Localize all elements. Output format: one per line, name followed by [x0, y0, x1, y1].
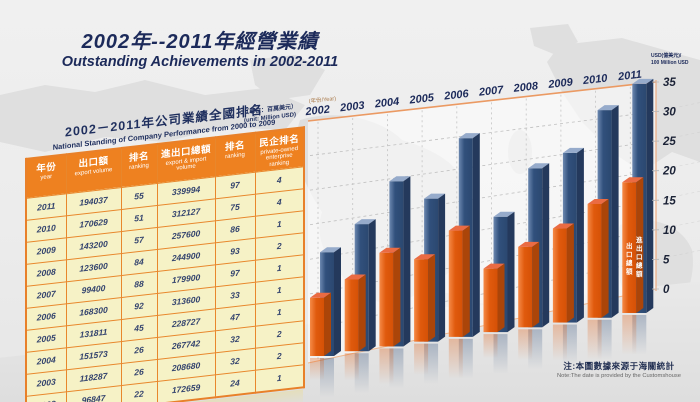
page-title-en: Outstanding Achievements in 2002-2011 [61, 54, 339, 70]
bar-reflection [518, 329, 533, 360]
bar-group-2005 [414, 193, 446, 384]
bar-group-2011 [622, 78, 654, 355]
bar-front [379, 252, 394, 347]
y-tick-label: 30 [663, 107, 676, 119]
source-note-zh: 注:本圖數據來源于海關統計 [563, 361, 675, 371]
gridline [309, 170, 657, 226]
bar-side [636, 177, 644, 313]
gridline [309, 229, 657, 295]
bar-reflection [448, 338, 463, 379]
y-tick-label: 35 [663, 77, 676, 89]
bar-front [518, 246, 533, 328]
bar-side [611, 105, 619, 318]
bar-reflection [344, 353, 359, 381]
y-tick-label: 10 [663, 225, 676, 237]
bar-side [438, 193, 446, 342]
gridline [309, 140, 657, 191]
year-label: 2004 [373, 96, 400, 111]
bar-side [497, 263, 505, 333]
bar-group-2004 [379, 176, 411, 389]
column-header: 年份 year [26, 154, 66, 199]
bar-front [344, 279, 359, 352]
year-label: 2010 [581, 72, 609, 87]
bar-front [622, 182, 637, 313]
bar-reflection [552, 324, 567, 361]
year-label: 2007 [477, 84, 505, 99]
x-axis-unit-label: (年份/Year) [308, 94, 336, 105]
series-label-export: 出口總額 [625, 241, 633, 276]
bar-side [507, 211, 515, 333]
bar-side [462, 225, 470, 337]
bar-reflection [622, 314, 637, 355]
y-axis-unit-line2: 100 Million USD [651, 60, 689, 66]
bar-side [403, 176, 411, 347]
bar-group-2008 [518, 163, 550, 370]
year-label: 2006 [443, 88, 471, 103]
bar-side [393, 247, 401, 347]
page-title-zh: 2002年--2011年經營業績 [81, 31, 319, 53]
series-label-total: 進出口總額 [635, 235, 643, 278]
table-cell: 22 [121, 381, 157, 402]
bar-group-2003 [344, 219, 376, 394]
bar-group-2009 [552, 147, 584, 365]
bar-side [428, 254, 436, 342]
page-title: 2002年--2011年經營業績 Outstanding Achievement… [15, 25, 385, 70]
bar-side [324, 292, 331, 356]
bar-reflection [483, 334, 498, 359]
source-note-en: Note:The date is provided by the Customs… [556, 373, 682, 379]
year-label: 2005 [408, 92, 436, 107]
year-label: 2009 [547, 76, 575, 91]
bar-group-2010 [587, 105, 619, 360]
bar-side [472, 133, 480, 337]
year-label: 2011 [617, 69, 643, 84]
year-axis-line [307, 81, 657, 122]
year-label: 2008 [512, 80, 540, 95]
y-tick-label: 0 [663, 284, 670, 296]
bar-front [448, 230, 463, 337]
bar-reflection [379, 348, 394, 385]
y-tick-label: 20 [662, 166, 676, 178]
bar-side [646, 78, 654, 313]
bar-side [542, 163, 550, 328]
year-label: 2002 [304, 104, 331, 119]
bar-side [334, 247, 341, 356]
bar-group-2007 [483, 211, 515, 375]
y-tick-label: 25 [662, 136, 676, 148]
column-header: 排名 ranking [215, 132, 255, 177]
source-note: 注:本圖數據來源于海關統計 Note:The date is provided … [533, 360, 700, 379]
bar-side [358, 274, 366, 352]
column-header: 排名 ranking [121, 143, 157, 188]
bar-reflection [587, 319, 602, 360]
bar-front [483, 268, 498, 333]
bar-reflection [414, 343, 429, 375]
bar-front [552, 228, 567, 323]
gridline [309, 199, 657, 260]
column-header: 民企排名 private-owned enterprise ranking [255, 127, 304, 173]
bar-front [587, 203, 602, 318]
column-header: 進出口總額 export & import volume [157, 137, 215, 184]
bar-side [566, 223, 574, 323]
performance-table: 年份 year 出口額 export volume 排名 ranking 進出口總額 expo… [25, 126, 305, 402]
column-header: 出口額 export volume [66, 148, 121, 194]
bar-group-2006 [448, 133, 480, 379]
bar-side [532, 241, 540, 328]
y-tick-label: 15 [663, 195, 676, 207]
ranking-table-panel: 2002－2011年公司業績全國排名 National Standing of … [25, 94, 305, 402]
bar-front [310, 297, 324, 356]
y-tick-label: 5 [663, 254, 670, 266]
y-axis-unit-line1: USD(億美元)/ [651, 52, 682, 59]
bar-side [576, 147, 584, 323]
table-cell: 24 [215, 370, 255, 398]
bar-reflection [310, 358, 324, 381]
bar-front [414, 259, 429, 342]
bar-side [601, 198, 609, 318]
bar-group-2002 [310, 247, 341, 398]
year-label: 2003 [339, 100, 366, 115]
table-cell: 1 [255, 364, 304, 393]
bar-side [368, 219, 376, 352]
